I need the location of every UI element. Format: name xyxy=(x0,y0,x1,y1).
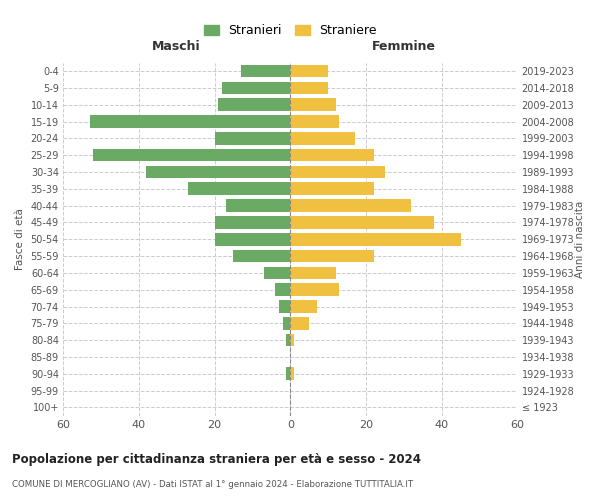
Y-axis label: Anni di nascita: Anni di nascita xyxy=(575,200,585,278)
Bar xyxy=(215,216,290,228)
Bar xyxy=(286,368,290,380)
Text: Maschi: Maschi xyxy=(152,40,201,52)
Bar xyxy=(290,166,385,178)
Bar xyxy=(290,233,461,245)
Bar xyxy=(215,132,290,144)
Bar xyxy=(290,250,374,262)
Text: COMUNE DI MERCOGLIANO (AV) - Dati ISTAT al 1° gennaio 2024 - Elaborazione TUTTIT: COMUNE DI MERCOGLIANO (AV) - Dati ISTAT … xyxy=(12,480,413,489)
Bar xyxy=(290,200,412,212)
Bar xyxy=(290,115,340,128)
Bar xyxy=(290,266,335,279)
Bar xyxy=(264,266,290,279)
Bar xyxy=(218,98,290,111)
Bar xyxy=(94,149,290,162)
Legend: Stranieri, Straniere: Stranieri, Straniere xyxy=(199,20,382,42)
Text: Popolazione per cittadinanza straniera per età e sesso - 2024: Popolazione per cittadinanza straniera p… xyxy=(12,452,421,466)
Bar xyxy=(275,284,290,296)
Y-axis label: Fasce di età: Fasce di età xyxy=(15,208,25,270)
Bar xyxy=(290,82,328,94)
Bar xyxy=(290,182,374,195)
Bar xyxy=(233,250,290,262)
Bar xyxy=(290,317,309,330)
Bar xyxy=(283,317,290,330)
Bar xyxy=(290,65,328,78)
Bar xyxy=(290,284,340,296)
Bar xyxy=(226,200,290,212)
Bar xyxy=(290,334,294,346)
Bar xyxy=(222,82,290,94)
Bar xyxy=(290,368,294,380)
Bar xyxy=(286,334,290,346)
Bar xyxy=(279,300,290,313)
Bar xyxy=(290,216,434,228)
Bar xyxy=(146,166,290,178)
Bar xyxy=(290,300,317,313)
Bar xyxy=(290,132,355,144)
Text: Femmine: Femmine xyxy=(372,40,436,52)
Bar xyxy=(290,149,374,162)
Bar xyxy=(89,115,290,128)
Bar xyxy=(290,98,335,111)
Bar xyxy=(215,233,290,245)
Bar xyxy=(188,182,290,195)
Bar xyxy=(241,65,290,78)
